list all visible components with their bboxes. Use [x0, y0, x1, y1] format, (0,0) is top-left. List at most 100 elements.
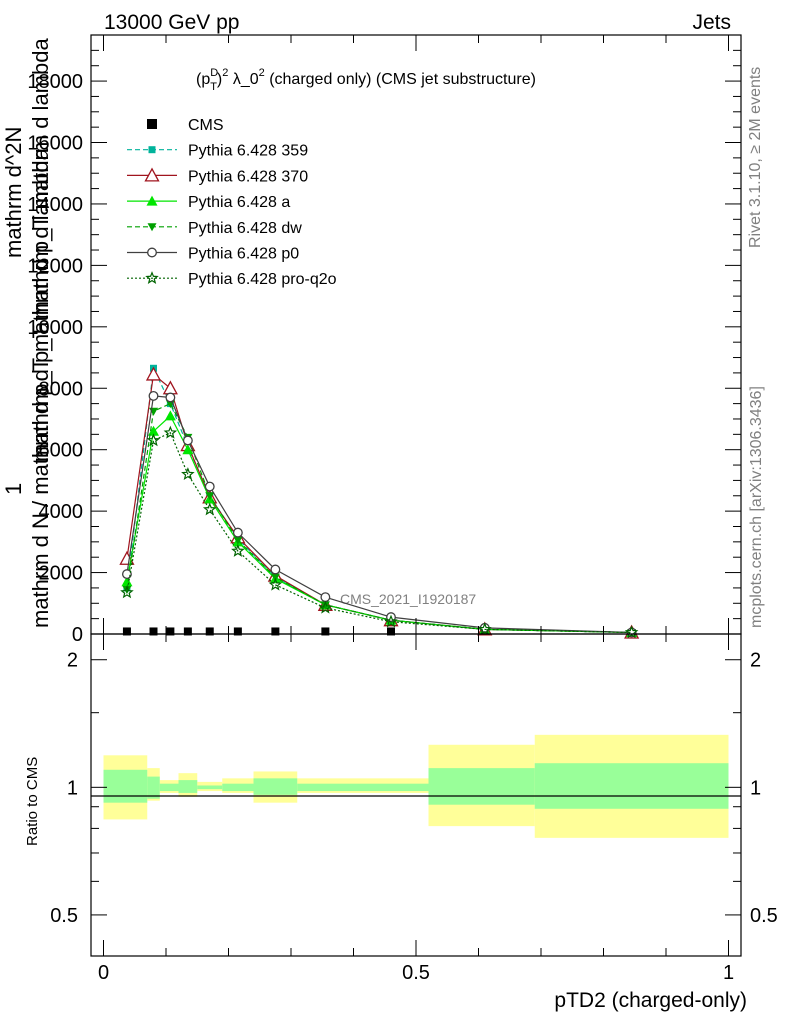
- y-tick-label: 12000: [27, 255, 83, 277]
- series-point-pq2o: [268, 577, 283, 591]
- series-point-pq2o: [181, 467, 195, 481]
- ratio-band-inner: [297, 783, 429, 792]
- legend-label: Pythia 6.428 dw: [188, 220, 302, 237]
- ylabel-top: 1: [1, 483, 26, 495]
- main-axes: 0 2000 4000 6000 8000 10000 12000 14000 16000 180…: [27, 34, 741, 646]
- ratio-band-inner: [197, 785, 223, 790]
- ratio-xlabel: pTD2 (charged-only): [554, 989, 747, 1012]
- series-point-pdw: [233, 536, 243, 545]
- series-point-pp0: [204, 481, 215, 492]
- series-point-pq2o: [202, 502, 217, 516]
- ylabel-line-2: mathrm d^2N: [1, 127, 26, 258]
- y-tick-label: 14000: [27, 194, 83, 216]
- y-tick-label: 4000: [39, 501, 84, 523]
- series-point-pp0: [270, 564, 281, 575]
- ratio-frame: [90, 633, 742, 957]
- ratio-bands: [103, 734, 729, 838]
- ratio-y-tick-label-right: 1: [750, 777, 761, 799]
- rivet-label: Rivet 3.1.10, ≥ 2M events: [747, 67, 764, 248]
- cms-data-point: [122, 627, 131, 636]
- mcplots-label: mcplots.cern.ch [arXiv:1306.3436]: [748, 386, 765, 628]
- legend-marker: [147, 223, 157, 232]
- series-point-pq2o: [384, 614, 398, 628]
- legend-label: Pythia 6.428 370: [188, 168, 308, 185]
- series-point-p370: [145, 366, 162, 381]
- ratio-x-tick-label: 0.5: [402, 962, 430, 984]
- title-part-d: (charged only) (CMS jet substructure): [265, 71, 536, 88]
- cms-data-point: [387, 627, 395, 636]
- series-point-pa: [121, 576, 133, 587]
- main-watermark-group: CMS_2021_I1920187: [340, 591, 476, 607]
- legend-entry: Pythia 6.428 pro-q2o: [127, 271, 337, 288]
- ratio-y-tick-label: 1: [67, 777, 78, 799]
- y-tick-label: 16000: [27, 133, 83, 155]
- series-point-pq2o: [477, 622, 492, 636]
- series-point-p370: [162, 380, 178, 395]
- legend-entry: Pythia 6.428 370: [127, 167, 308, 185]
- series-point-pdw: [320, 601, 330, 610]
- series-line-pq2o: [126, 431, 632, 634]
- legend-marker: [147, 247, 157, 258]
- ratio-band-inner: [253, 778, 298, 795]
- series-point-pq2o: [624, 625, 639, 639]
- legend-label: Pythia 6.428 359: [188, 143, 308, 160]
- series-cms: [122, 627, 395, 636]
- ratio-band-inner: [534, 763, 729, 809]
- series-point-pq2o: [120, 585, 134, 599]
- y-tick-label: 0: [72, 624, 83, 646]
- series-point-pdw: [270, 573, 280, 582]
- series-point-pdw: [122, 585, 132, 594]
- ylabel-line-1: mathrm d N / mathrm d p_T mathrm d p_T m…: [28, 38, 53, 628]
- series-point-pq2o: [163, 425, 178, 439]
- series-point-pq2o: [318, 600, 333, 614]
- ratio-x-tick-label: 0: [98, 962, 109, 984]
- legend-entry: CMS: [147, 117, 224, 134]
- y-tick-label: 10000: [27, 317, 83, 339]
- cms-data-point: [233, 627, 242, 636]
- series-point-pp0: [182, 435, 193, 446]
- legend-label: Pythia 6.428 a: [188, 194, 290, 211]
- title-part-a: (p: [196, 71, 210, 88]
- title-sup2: 2: [222, 67, 228, 79]
- ratio-band-inner: [103, 769, 148, 803]
- title-part-b: ): [217, 71, 222, 88]
- series-point-pp0: [232, 527, 243, 538]
- series-line-pdw: [126, 402, 632, 634]
- ratio-band-inner: [428, 768, 535, 805]
- y-tick-label: 2000: [39, 563, 84, 585]
- title-sup1: D: [210, 67, 218, 79]
- series-point-pa: [164, 410, 176, 421]
- cms-data-point: [321, 627, 330, 636]
- cms-data-point: [183, 627, 192, 636]
- y-tick-label: 18000: [27, 71, 83, 93]
- ratio-band-inner: [178, 780, 198, 793]
- legend-entry: Pythia 6.428 p0: [127, 246, 299, 263]
- legend: CMS Pythia 6.428 359 Pythia 6.428 370 Pythi…: [127, 117, 337, 288]
- cms-data-point: [271, 627, 280, 636]
- legend-marker: [146, 195, 158, 206]
- cms-data-point: [205, 627, 214, 636]
- legend-label: Pythia 6.428 p0: [188, 246, 299, 263]
- main-ylabel: 1 mathrm d N / mathrm d p_T mathrm d p_T…: [1, 38, 53, 628]
- legend-entry: Pythia 6.428 a: [127, 194, 290, 211]
- cms-data-point: [166, 627, 175, 636]
- y-tick-label: 6000: [39, 440, 84, 462]
- y-tick-label: 8000: [39, 378, 84, 400]
- ratio-axes: 0.5 0.5 1 1 2 2 0 0.5 1: [50, 634, 778, 984]
- ratio-y-tick-label: 0.5: [50, 905, 78, 927]
- legend-label: Pythia 6.428 pro-q2o: [188, 271, 337, 288]
- ratio-band-inner: [159, 783, 179, 792]
- series-point-pp0: [121, 569, 132, 580]
- series-point-pa: [148, 425, 159, 436]
- series-point-pdw: [205, 492, 215, 501]
- title-sub1: T: [210, 81, 217, 93]
- ratio-band-inner: [147, 776, 160, 799]
- ratio-y-tick-label-right: 0.5: [750, 905, 778, 927]
- legend-marker: [145, 271, 159, 284]
- series-point-pa: [182, 444, 194, 455]
- header-right: Jets: [692, 11, 731, 34]
- series-pq2o: [120, 425, 639, 639]
- series-point-pp0: [320, 592, 331, 603]
- title-part-c: λ_0: [228, 71, 258, 88]
